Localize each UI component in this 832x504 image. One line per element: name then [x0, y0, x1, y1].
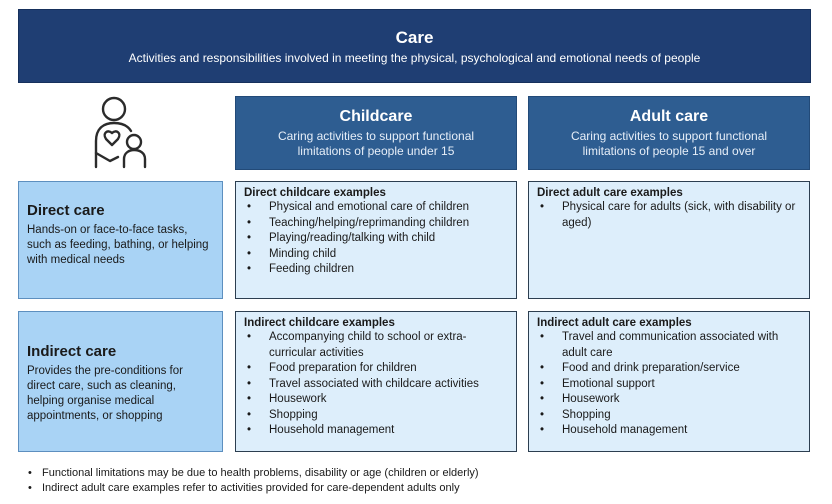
list-item: Travel associated with childcare activit… [244, 377, 508, 393]
direct-childcare-list: Physical and emotional care of children … [244, 200, 508, 278]
direct-adult-care-cell: Direct adult care examples Physical care… [528, 181, 810, 299]
footnote: Functional limitations may be due to hea… [28, 466, 479, 481]
list-item: Physical and emotional care of children [244, 200, 508, 216]
list-item: Emotional support [537, 377, 801, 393]
indirect-care-row-header: Indirect care Provides the pre-condition… [18, 311, 223, 452]
direct-care-row-header: Direct care Hands-on or face-to-face tas… [18, 181, 223, 299]
banner-subtitle: Activities and responsibilities involved… [128, 51, 701, 65]
indirect-care-title: Indirect care [27, 343, 117, 360]
childcare-title: Childcare [339, 108, 413, 125]
indirect-childcare-title: Indirect childcare examples [244, 317, 395, 329]
footnote: Indirect adult care examples refer to ac… [28, 481, 479, 496]
list-item: Feeding children [244, 262, 508, 278]
list-item: Household management [244, 423, 508, 439]
list-item: Food and drink preparation/service [537, 361, 801, 377]
indirect-adult-care-cell: Indirect adult care examples Travel and … [528, 311, 810, 452]
childcare-header: Childcare Caring activities to support f… [235, 96, 517, 170]
list-item: Household management [537, 423, 801, 439]
indirect-adult-care-list: Travel and communication associated with… [537, 330, 801, 439]
adult-care-header: Adult care Caring activities to support … [528, 96, 810, 170]
list-item: Food preparation for children [244, 361, 508, 377]
adult-care-subtitle: Caring activities to support functional … [570, 129, 768, 158]
direct-adult-care-list: Physical care for adults (sick, with dis… [537, 200, 801, 231]
list-item: Playing/reading/talking with child [244, 231, 508, 247]
footnotes: Functional limitations may be due to hea… [28, 466, 479, 496]
list-item: Teaching/helping/reprimanding children [244, 216, 508, 232]
adult-care-title: Adult care [629, 108, 709, 125]
indirect-care-subtitle: Provides the pre-conditions for direct c… [27, 365, 183, 422]
direct-adult-care-title: Direct adult care examples [537, 187, 683, 199]
direct-care-subtitle: Hands-on or face-to-face tasks, such as … [27, 224, 209, 266]
direct-childcare-cell: Direct childcare examples Physical and e… [235, 181, 517, 299]
care-banner: Care Activities and responsibilities inv… [18, 9, 811, 83]
banner-title: Care [395, 28, 434, 47]
list-item: Housework [244, 392, 508, 408]
direct-care-title: Direct care [27, 202, 105, 219]
list-item: Shopping [537, 408, 801, 424]
list-item: Housework [537, 392, 801, 408]
direct-childcare-title: Direct childcare examples [244, 187, 386, 199]
list-item: Physical care for adults (sick, with dis… [537, 200, 801, 231]
person-holding-child-icon [94, 96, 147, 169]
list-item: Minding child [244, 247, 508, 263]
list-item: Accompanying child to school or extra-cu… [244, 330, 508, 361]
indirect-childcare-cell: Indirect childcare examples Accompanying… [235, 311, 517, 452]
indirect-adult-care-title: Indirect adult care examples [537, 317, 692, 329]
list-item: Shopping [244, 408, 508, 424]
indirect-childcare-list: Accompanying child to school or extra-cu… [244, 330, 508, 439]
childcare-subtitle: Caring activities to support functional … [277, 129, 475, 158]
list-item: Travel and communication associated with… [537, 330, 801, 361]
